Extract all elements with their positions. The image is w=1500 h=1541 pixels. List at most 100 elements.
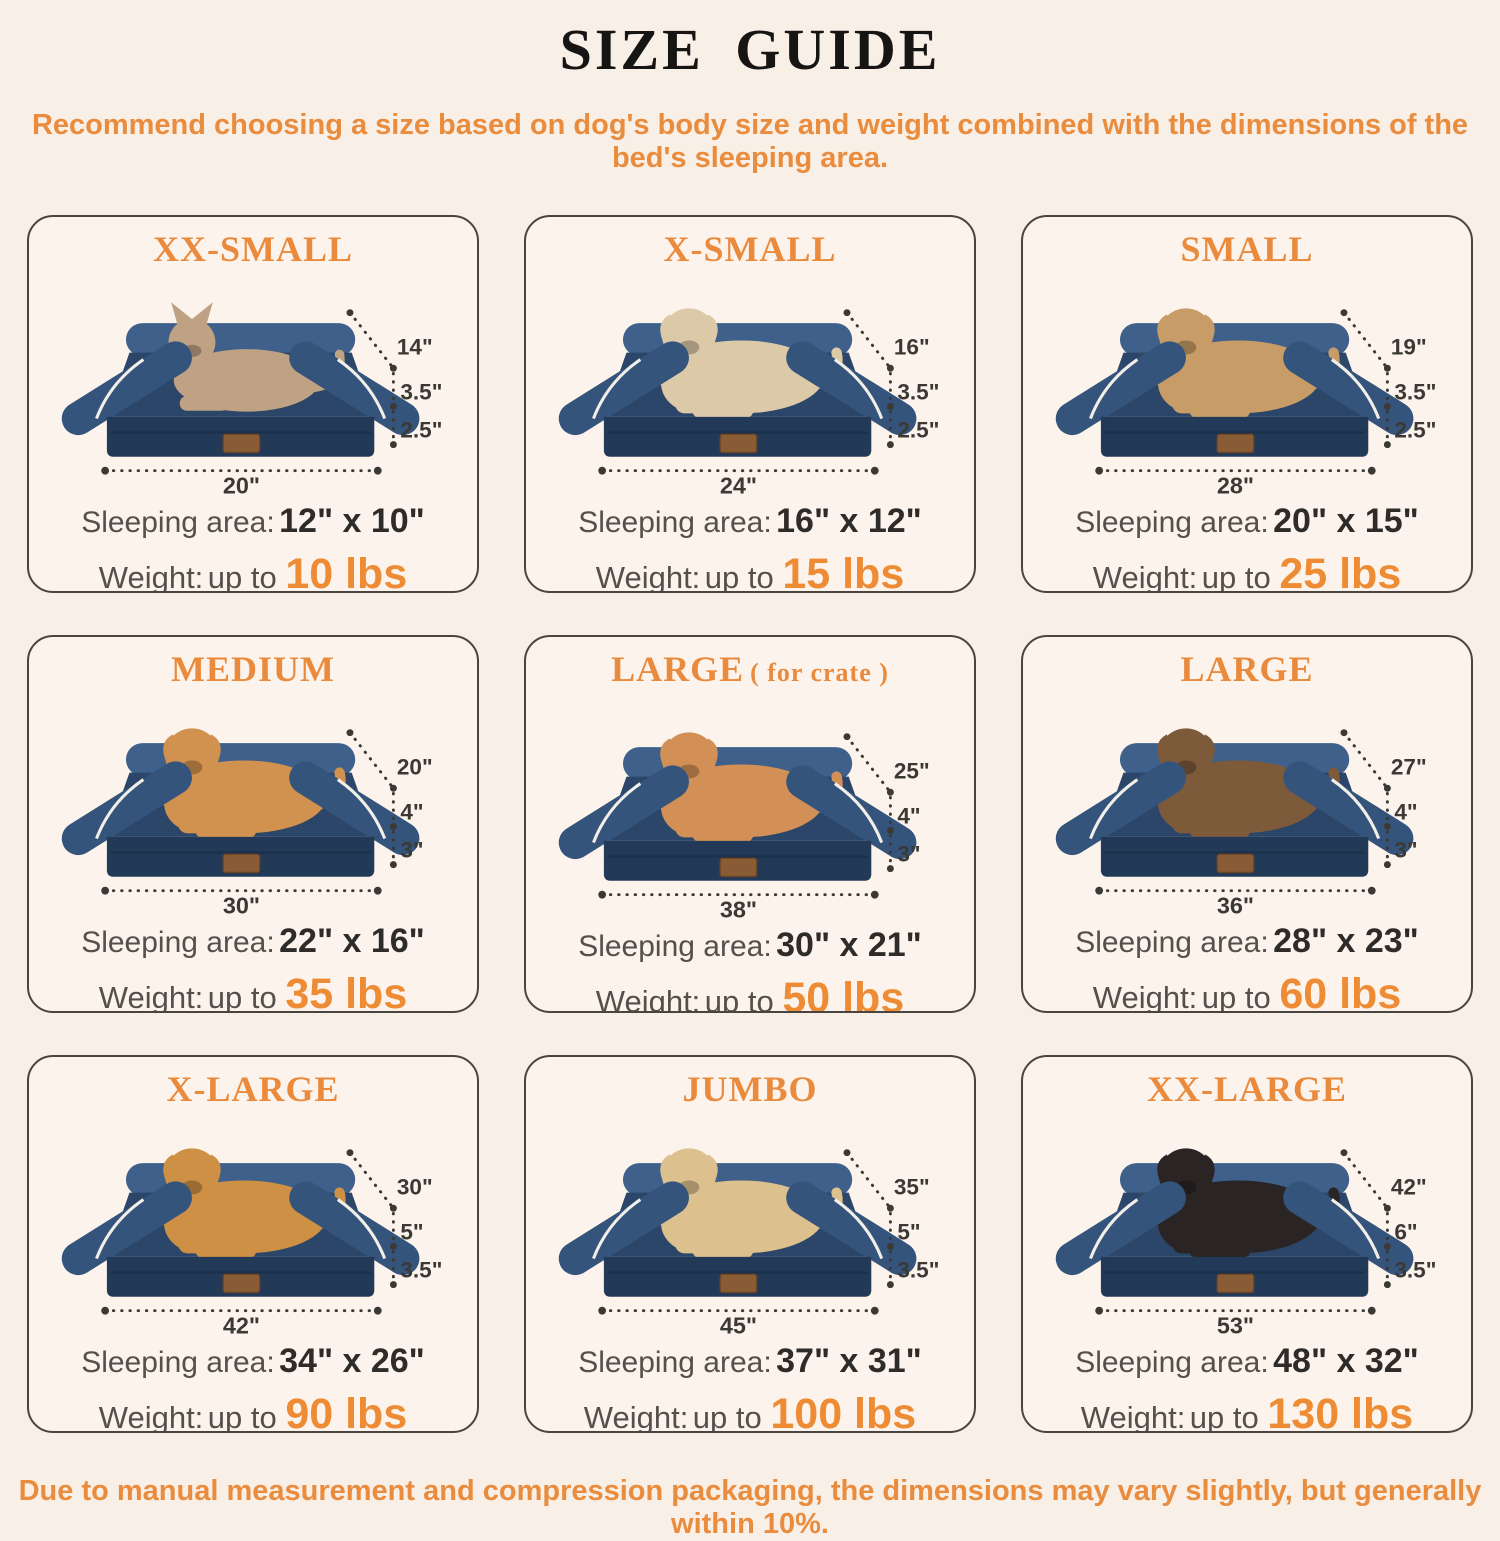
bed-piping-left — [1088, 778, 1139, 840]
weight-line: Weight: up to 60 lbs — [1023, 970, 1471, 1013]
dim-length: 20" — [223, 472, 260, 495]
weight-line: Weight: up to 130 lbs — [1023, 1390, 1471, 1433]
sleeping-area-value: 34" x 26" — [279, 1342, 425, 1380]
weight-label: Weight: — [595, 560, 701, 593]
dim-length: 45" — [720, 1312, 757, 1335]
bed-illustration: 27" 4" 3" 36" — [1055, 728, 1426, 915]
dim-bolster: 4" — [400, 799, 423, 824]
bed-piping-left — [1088, 358, 1139, 420]
weight-upto: up to — [1201, 980, 1280, 1013]
brand-tag — [719, 433, 758, 454]
card-size-title: JUMBO — [682, 1069, 818, 1109]
bed-right-arm — [786, 341, 917, 436]
dim-base: 2.5" — [897, 418, 939, 443]
size-card: X-LARGE — [27, 1055, 479, 1433]
sleeping-area-label: Sleeping area: — [578, 1346, 772, 1379]
bed-right-arm — [289, 341, 420, 436]
brand-tag — [719, 857, 758, 878]
weight-line: Weight: up to 25 lbs — [1023, 550, 1471, 593]
weight-upto: up to — [1189, 1400, 1268, 1433]
dim-base: 3.5" — [1394, 1258, 1436, 1283]
bed-piping-right — [833, 782, 883, 844]
weight-line: Weight: up to 90 lbs — [29, 1390, 477, 1433]
size-card: JUMBO — [524, 1055, 976, 1433]
bed-illustration: 42" 6" 3.5" 53" — [1055, 1148, 1436, 1335]
bed-piping-right — [833, 358, 883, 420]
weight-upto: up to — [704, 560, 783, 593]
weight-upto: up to — [692, 1400, 771, 1433]
dim-base: 3" — [400, 838, 423, 863]
size-card: LARGE — [1021, 635, 1473, 1013]
sleeping-area-line: Sleeping area: 37" x 31" — [526, 1341, 974, 1388]
weight-value: 10 lbs — [285, 550, 408, 593]
sleeping-area-line: Sleeping area: 34" x 26" — [29, 1341, 477, 1388]
bed-piping-right — [336, 778, 386, 840]
weight-upto: up to — [704, 984, 783, 1013]
dim-bolster: 4" — [1394, 799, 1417, 824]
dim-length: 24" — [720, 472, 757, 495]
card-size-title: XX-SMALL — [152, 229, 353, 269]
bed-piping-right — [1330, 778, 1380, 840]
bed-right-arm — [289, 1181, 420, 1276]
dim-depth: 14" — [397, 334, 433, 359]
dim-base: 3.5" — [400, 1258, 442, 1283]
sleeping-area-label: Sleeping area: — [81, 506, 275, 539]
sleeping-area-value: 12" x 10" — [279, 502, 425, 540]
weight-value: 60 lbs — [1279, 970, 1402, 1013]
bed-left-arm — [61, 1181, 192, 1276]
sleeping-area-value: 22" x 16" — [279, 922, 425, 960]
weight-label: Weight: — [1092, 980, 1198, 1013]
bed-left-arm — [558, 341, 689, 436]
size-card: LARGE( for crate ) — [524, 635, 976, 1013]
card-size-title: X-LARGE — [166, 1069, 340, 1109]
weight-value: 35 lbs — [285, 970, 408, 1013]
dim-depth: 42" — [1391, 1174, 1427, 1199]
recommendation-subtitle: Recommend choosing a size based on dog's… — [31, 109, 1469, 174]
dim-base: 3.5" — [897, 1258, 939, 1283]
measurement-footnote: Due to manual measurement and compressio… — [18, 1475, 1482, 1540]
bed-illustration: 30" 5" 3.5" 42" — [61, 1148, 442, 1335]
bed-illustration: 25" 4" 3" 38" — [558, 732, 929, 919]
dim-base: 3" — [1394, 838, 1417, 863]
sleeping-area-value: 28" x 23" — [1273, 922, 1419, 960]
card-size-title: XX-LARGE — [1146, 1069, 1347, 1109]
dim-bolster: 3.5" — [1394, 379, 1436, 404]
sleeping-area-line: Sleeping area: 20" x 15" — [1023, 501, 1471, 548]
bed-piping-right — [336, 358, 386, 420]
brand-tag — [719, 1273, 758, 1294]
sleeping-area-line: Sleeping area: 16" x 12" — [526, 501, 974, 548]
bed-illustration: 20" 4" 3" 30" — [61, 728, 432, 915]
sleeping-area-line: Sleeping area: 30" x 21" — [526, 925, 974, 972]
bed-piping-right — [1330, 1198, 1380, 1260]
bed-piping-left — [94, 778, 145, 840]
size-card: XX-LARGE — [1021, 1055, 1473, 1433]
sleeping-area-value: 48" x 32" — [1273, 1342, 1419, 1380]
sleeping-area-label: Sleeping area: — [81, 1346, 275, 1379]
sleeping-area-value: 20" x 15" — [1273, 502, 1419, 540]
dim-bolster: 3.5" — [400, 379, 442, 404]
weight-upto: up to — [1201, 560, 1280, 593]
bed-piping-left — [591, 358, 642, 420]
dim-length: 38" — [720, 896, 757, 919]
weight-label: Weight: — [1080, 1400, 1186, 1433]
bed-left-arm — [1055, 341, 1186, 436]
dim-bolster: 5" — [400, 1219, 423, 1244]
bed-piping-left — [94, 358, 145, 420]
bed-illustration: 19" 3.5" 2.5" 28" — [1055, 308, 1436, 495]
bed-illustration: 14" 3.5" 2.5" 20" — [61, 302, 442, 495]
card-size-title: X-SMALL — [663, 229, 837, 269]
dim-length: 28" — [1217, 472, 1254, 495]
bed-piping-left — [94, 1198, 145, 1260]
sleeping-area-label: Sleeping area: — [1075, 1346, 1269, 1379]
sleeping-area-label: Sleeping area: — [1075, 926, 1269, 959]
card-size-note: ( for crate ) — [750, 658, 889, 687]
sleeping-area-line: Sleeping area: 12" x 10" — [29, 501, 477, 548]
bed-right-arm — [1283, 761, 1414, 856]
dim-base: 3" — [897, 842, 920, 867]
weight-label: Weight: — [583, 1400, 689, 1433]
size-card: MEDIUM — [27, 635, 479, 1013]
weight-value: 90 lbs — [285, 1390, 408, 1433]
size-card: X-SMALL — [524, 215, 976, 593]
bed-right-arm — [1283, 341, 1414, 436]
sleeping-area-label: Sleeping area: — [578, 506, 772, 539]
